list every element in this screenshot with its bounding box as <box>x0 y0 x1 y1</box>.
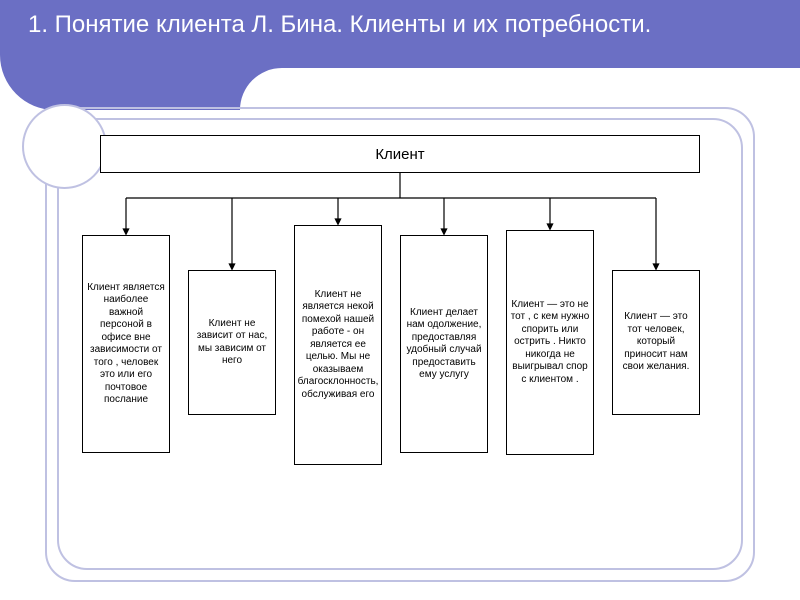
child-node-0: Клиент является наиболее важной персоной… <box>82 235 170 453</box>
child-node-2: Клиент не является некой помехой нашей р… <box>294 225 382 465</box>
child-node-5: Клиент — это тот человек, который принос… <box>612 270 700 415</box>
page-title: 1. Понятие клиента Л. Бина. Клиенты и их… <box>28 10 651 40</box>
top-node: Клиент <box>100 135 700 173</box>
top-node-label: Клиент <box>375 146 424 163</box>
diagram-container: Клиент Клиент является наиболее важной п… <box>60 120 740 560</box>
child-node-3: Клиент делает нам одолжение, предоставля… <box>400 235 488 453</box>
child-node-1: Клиент не зависит от нас, мы зависим от … <box>188 270 276 415</box>
header-curve <box>240 68 800 110</box>
child-node-4: Клиент — это не тот , с кем нужно спорит… <box>506 230 594 455</box>
